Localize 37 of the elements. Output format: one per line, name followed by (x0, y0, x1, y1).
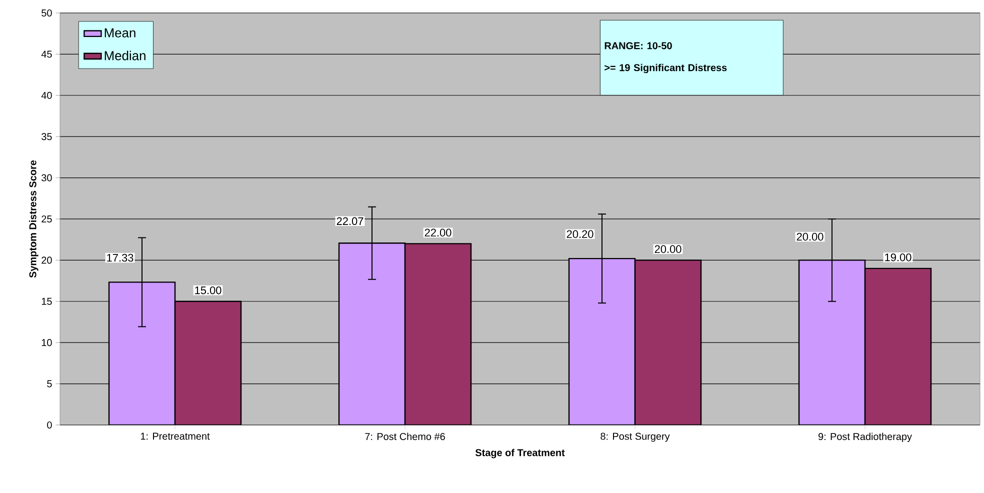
x-tick-label: 9: Post Radiotherapy (818, 432, 912, 442)
annotation: RANGE: 10-50 (604, 42, 672, 50)
y-tick-label: 20 (42, 256, 52, 264)
y-tick-label: 15 (42, 298, 52, 305)
data-label: 19.00 (885, 253, 912, 262)
x-axis-title: Stage of Treatment (475, 448, 565, 458)
bar (864, 268, 932, 425)
legend-label: Mean (104, 28, 136, 38)
y-tick-label: 0 (47, 421, 52, 429)
y-tick-label: 40 (41, 92, 52, 99)
y-axis-title: Symptom Distress Score (29, 160, 38, 278)
data-label: 15.00 (195, 286, 222, 294)
bar (404, 243, 472, 425)
bar (174, 300, 242, 425)
y-tick-label: 50 (42, 9, 52, 17)
bar (568, 258, 636, 425)
annotation: >= 19 Significant Distress (604, 64, 727, 74)
bar (108, 282, 176, 425)
data-label: 20.20 (566, 230, 594, 238)
y-tick-label: 35 (42, 133, 52, 140)
bar (338, 242, 406, 425)
y-tick-label: 25 (42, 215, 52, 223)
data-label: 17.33 (107, 254, 134, 262)
x-tick-label: 7: Post Chemo #6 (365, 432, 445, 440)
data-label: 22.00 (424, 228, 452, 237)
y-tick-label: 45 (41, 50, 52, 58)
y-tick-label: 5 (47, 380, 52, 388)
y-tick-label: 10 (42, 339, 52, 346)
bar (798, 260, 866, 425)
bar (634, 260, 702, 425)
y-tick-label: 30 (42, 174, 52, 182)
data-label: 20.00 (796, 232, 824, 241)
data-label: 20.00 (654, 245, 682, 253)
legend-label: Median (104, 50, 146, 60)
data-label: 22.07 (336, 217, 364, 226)
x-tick-label: 8: Post Surgery (600, 432, 670, 442)
x-tick-label: 1: Pretreatment (140, 432, 210, 440)
